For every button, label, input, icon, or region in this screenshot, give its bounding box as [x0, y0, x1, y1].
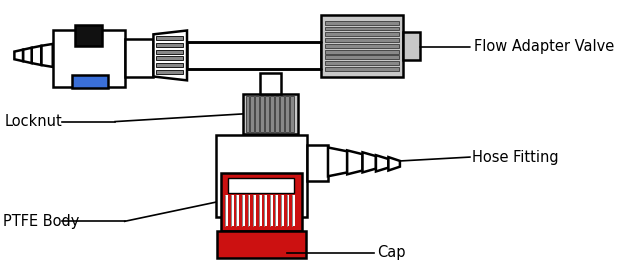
Bar	[271, 96, 274, 132]
Polygon shape	[347, 150, 362, 174]
Bar	[217, 231, 306, 258]
Bar	[259, 195, 262, 226]
Bar	[253, 195, 256, 226]
Text: Locknut: Locknut	[4, 114, 63, 129]
Bar	[325, 44, 399, 48]
Polygon shape	[376, 155, 388, 172]
Polygon shape	[328, 147, 347, 176]
Polygon shape	[14, 50, 23, 61]
Bar	[307, 145, 328, 181]
Text: Hose Fitting: Hose Fitting	[472, 150, 559, 164]
Bar	[325, 50, 399, 53]
Bar	[225, 195, 228, 226]
Polygon shape	[154, 31, 187, 80]
Bar	[291, 96, 294, 132]
Bar	[156, 63, 183, 67]
Bar	[228, 178, 294, 193]
Bar	[242, 195, 245, 226]
Bar	[280, 96, 284, 132]
Bar	[156, 56, 183, 60]
Polygon shape	[362, 152, 376, 172]
Bar	[270, 195, 273, 226]
Bar	[156, 43, 183, 47]
Polygon shape	[23, 48, 31, 63]
Bar	[287, 195, 289, 226]
Text: Cap: Cap	[377, 246, 405, 260]
Bar	[321, 15, 403, 78]
Bar	[325, 21, 399, 25]
Bar	[403, 33, 420, 60]
Polygon shape	[31, 46, 41, 65]
Bar	[325, 67, 399, 71]
Bar	[266, 96, 269, 132]
Bar	[237, 195, 239, 226]
Bar	[264, 195, 267, 226]
Bar	[75, 25, 102, 46]
Bar	[216, 135, 307, 217]
Bar	[325, 33, 399, 36]
Bar	[260, 96, 264, 132]
Bar	[231, 195, 234, 226]
Bar	[125, 39, 154, 78]
Bar	[221, 173, 302, 231]
Bar	[255, 96, 259, 132]
Bar	[187, 42, 321, 69]
Bar	[325, 61, 399, 65]
Bar	[325, 38, 399, 42]
Bar	[250, 96, 254, 132]
Bar	[260, 73, 281, 94]
Bar	[275, 96, 279, 132]
Bar	[72, 75, 108, 88]
Bar	[325, 27, 399, 31]
Bar	[246, 96, 249, 132]
Bar	[275, 195, 278, 226]
Bar	[248, 195, 250, 226]
Bar	[325, 56, 399, 59]
Bar	[292, 195, 295, 226]
Bar	[285, 96, 289, 132]
Bar	[156, 50, 183, 53]
Bar	[52, 30, 125, 87]
Text: Flow Adapter Valve: Flow Adapter Valve	[474, 39, 614, 54]
Bar	[156, 70, 183, 74]
Bar	[156, 36, 183, 40]
Bar	[243, 94, 298, 134]
Text: PTFE Body: PTFE Body	[3, 214, 79, 229]
Polygon shape	[41, 44, 52, 67]
Bar	[281, 195, 284, 226]
Polygon shape	[388, 157, 400, 170]
